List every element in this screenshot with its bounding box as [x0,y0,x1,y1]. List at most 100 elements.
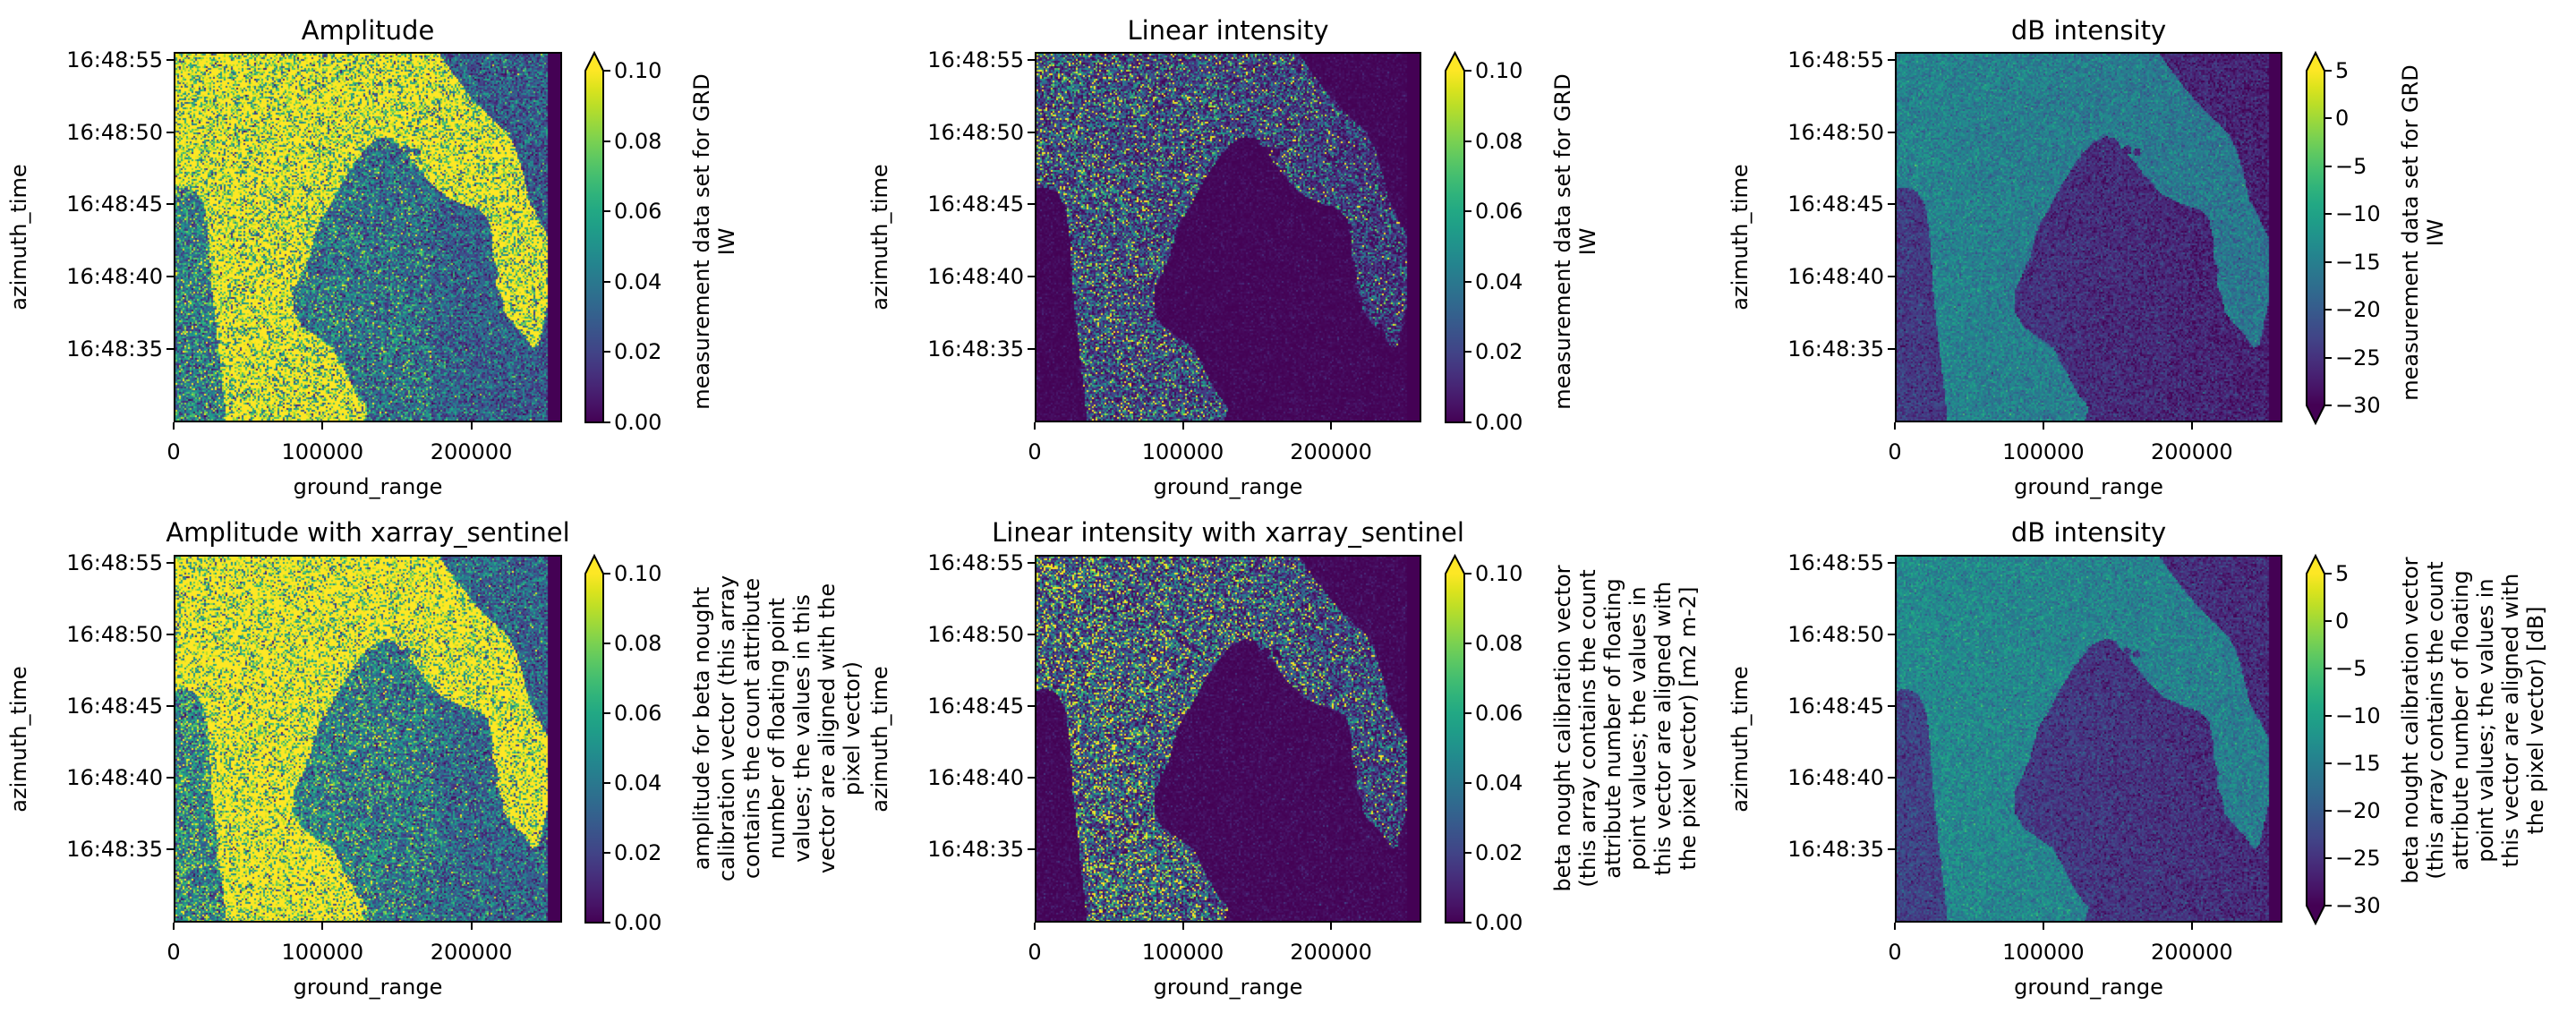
colorbar-tick-label: −30 [2335,893,2381,918]
colorbar-outline [584,50,604,423]
y-tick-label: 16:48:40 [66,765,163,791]
colorbar-tick-label: 0.04 [614,268,662,294]
colorbar-label: beta nought calibration vector (this arra… [2398,557,2548,883]
plot-title: dB intensity [2010,15,2167,46]
y-tick [1028,633,1035,635]
colorbar-tick [603,573,610,575]
colorbar-tick-label: 0.06 [1475,701,1523,726]
y-tick [1028,275,1035,277]
x-tick-label: 0 [1028,439,1042,464]
y-tick-label: 16:48:45 [66,192,163,217]
colorbar-tick-label: 0.00 [1475,910,1523,935]
y-tick-label: 16:48:55 [66,47,163,72]
y-tick [166,131,174,133]
x-tick-label: 100000 [1141,439,1224,464]
colorbar-extend-max [2307,53,2324,71]
colorbar-tick-label: 0.08 [1475,631,1523,656]
colorbar-tick [2324,620,2332,622]
colorbar-tick-label: 0.00 [1475,410,1523,435]
colorbar-label-line: pixel vector) [840,661,865,796]
y-axis-label: azimuth_time [1727,665,1753,813]
heatmap-axes [174,555,562,923]
colorbar-tick [603,210,610,213]
y-tick [1888,633,1895,635]
colorbar-tick [2324,857,2332,859]
y-tick-label: 16:48:50 [927,119,1024,145]
sar-image [174,52,562,422]
y-tick-label: 16:48:55 [927,549,1024,575]
x-tick [1034,923,1036,930]
colorbar-tick [2324,668,2332,669]
colorbar-tick [2324,70,2332,72]
x-tick [321,923,324,930]
colorbar-label-line: measurement data set for GRD [2398,64,2423,401]
colorbar-gradient [584,553,604,924]
colorbar [2306,553,2325,926]
colorbar-tick-label: 0.08 [614,631,662,656]
y-tick-label: 16:48:35 [927,336,1024,362]
colorbar-tick [603,782,610,784]
x-tick [1894,422,1896,430]
colorbar-tick [603,852,610,854]
colorbar-tick-label: −5 [2335,656,2367,681]
colorbar-tick [2324,404,2332,406]
colorbar-tick [1464,210,1471,213]
colorbar-extend-max [585,53,603,71]
colorbar-extend-min [2307,906,2324,924]
colorbar-tick-label: 0.00 [614,410,662,435]
colorbar [584,553,604,924]
y-tick [1888,705,1895,708]
sar-image [1895,52,2282,422]
y-tick [1028,848,1035,851]
colorbar-label-line: IW [714,227,739,255]
y-tick [166,347,174,350]
x-tick [321,422,324,430]
colorbar-gradient [584,50,604,423]
colorbar-label-line: vector are aligned with the [815,583,840,874]
x-axis-label: ground_range [293,975,443,1000]
colorbar [584,50,604,423]
x-axis-label: ground_range [2014,975,2163,1000]
colorbar-tick-label: 0.08 [1475,128,1523,154]
colorbar-extend-max [1446,53,1464,71]
colorbar-tick-label: −20 [2335,798,2381,823]
colorbar-tick-label: −15 [2335,249,2381,275]
colorbar-tick [603,70,610,72]
colorbar-label-line: this vector are aligned with [2498,573,2523,867]
colorbar-tick-label: 0.08 [614,128,662,154]
colorbar-label-line: the pixel vector) [dB] [2523,606,2548,835]
colorbar-tick-label: −10 [2335,703,2381,728]
colorbar-tick [2324,810,2332,812]
plot-title: dB intensity [2010,517,2167,548]
y-tick [1888,203,1895,206]
colorbar-tick [603,280,610,283]
colorbar-tick-label: −25 [2335,345,2381,370]
colorbar-tick-label: 0.06 [1475,199,1523,225]
x-tick [470,923,473,930]
y-tick [1028,203,1035,206]
colorbar-label-line: point values; the values in [1625,586,1651,871]
y-axis-label: azimuth_time [6,164,31,311]
y-tick [1888,777,1895,779]
x-tick-label: 0 [1888,439,1902,464]
y-axis-label: azimuth_time [1727,164,1753,311]
x-tick [1330,422,1333,430]
colorbar-tick [1464,280,1471,283]
y-tick-label: 16:48:35 [927,837,1024,863]
y-axis-label: azimuth_time [867,164,892,311]
colorbar-tick [603,351,610,353]
y-tick [1028,58,1035,61]
heatmap-axes [1035,555,1421,923]
colorbar-body [1446,574,1464,923]
sar-image [174,555,562,923]
y-tick-label: 16:48:50 [1787,119,1884,145]
y-tick-label: 16:48:45 [66,694,163,719]
plot-title: Linear intensity with xarray_sentinel [992,517,1464,548]
colorbar-tick [2324,213,2332,216]
y-tick [166,203,174,206]
y-tick [1888,58,1895,61]
colorbar-tick [1464,351,1471,353]
y-tick-label: 16:48:35 [66,837,163,863]
colorbar-tick-label: 0.10 [614,58,662,83]
x-tick [1181,422,1184,430]
